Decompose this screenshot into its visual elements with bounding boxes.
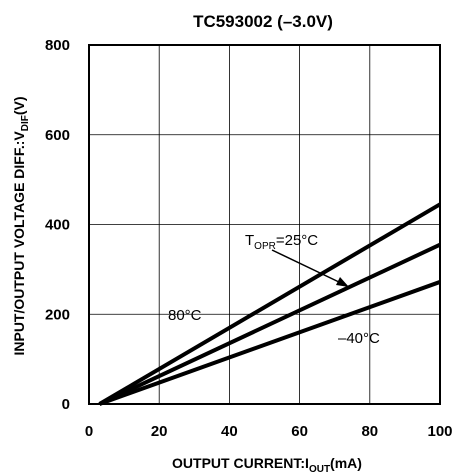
grid bbox=[89, 45, 440, 404]
y-axis-label: INPUT/OUTPUT VOLTAGE DIFF.:VDIF(V) bbox=[11, 96, 31, 355]
plot-frame bbox=[88, 44, 441, 405]
label-25c-rest: =25°C bbox=[276, 232, 318, 249]
x-tick-label-4: 80 bbox=[361, 423, 378, 440]
x-tick-labels: 0 20 40 60 80 100 bbox=[85, 423, 453, 440]
y-tick-label-2: 400 bbox=[45, 217, 70, 234]
label-25c: TOPR=25°C bbox=[245, 232, 318, 252]
series-line-2 bbox=[98, 280, 441, 406]
y-tick-label-0: 0 bbox=[62, 396, 70, 413]
series-lines bbox=[98, 202, 442, 406]
y-tick-labels: 0 200 400 600 800 bbox=[45, 37, 70, 413]
label-neg40c: –40°C bbox=[338, 330, 380, 347]
annotation-arrow-line bbox=[271, 249, 342, 284]
x-axis-label-sub: OUT bbox=[309, 464, 330, 475]
chart-title: TC593002 (–3.0V) bbox=[193, 12, 333, 31]
x-tick-label-0: 0 bbox=[85, 423, 93, 440]
x-axis-label-main: OUTPUT CURRENT:I bbox=[172, 455, 309, 471]
x-tick-label-2: 40 bbox=[221, 423, 238, 440]
y-axis-label-unit: (V) bbox=[11, 96, 27, 115]
label-80c: 80°C bbox=[168, 307, 202, 324]
y-tick-label-3: 600 bbox=[45, 127, 70, 144]
series-line-1 bbox=[98, 242, 441, 406]
y-axis-label-sub: DIF bbox=[20, 115, 31, 131]
x-tick-label-3: 60 bbox=[291, 423, 308, 440]
label-25c-sub: OPR bbox=[254, 241, 276, 252]
x-axis-label: OUTPUT CURRENT:IOUT(mA) bbox=[172, 455, 362, 475]
series-line-0 bbox=[98, 202, 442, 406]
y-axis-label-main: INPUT/OUTPUT VOLTAGE DIFF.:V bbox=[11, 131, 27, 356]
annotation-arrow-head bbox=[336, 277, 349, 287]
label-25c-t: T bbox=[245, 232, 254, 249]
x-tick-label-1: 20 bbox=[151, 423, 168, 440]
x-axis-label-unit: (mA) bbox=[330, 455, 362, 471]
y-tick-label-1: 200 bbox=[45, 306, 70, 323]
y-tick-label-4: 800 bbox=[45, 37, 70, 54]
x-tick-label-5: 100 bbox=[427, 423, 452, 440]
